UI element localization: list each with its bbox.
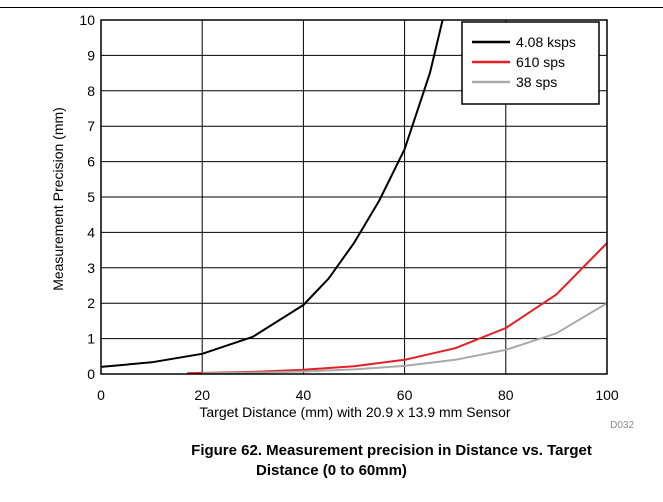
y-tick-label-5: 5: [87, 189, 95, 205]
x-tick-label-0: 0: [97, 387, 105, 403]
y-tick-label-0: 0: [87, 366, 95, 382]
y-tick-label-10: 10: [79, 12, 95, 28]
series-layer: [100, 19, 608, 375]
x-tick-label-5: 100: [595, 387, 619, 403]
series-line-2: [202, 302, 608, 375]
plot-frame: [100, 19, 608, 375]
y-tick-label-4: 4: [87, 224, 95, 240]
x-tick-labels: 0 20 40 60 80 100: [97, 387, 619, 403]
legend-label-0: 4.08 ksps: [516, 34, 576, 50]
chart: 0 20 40 60 80 100 0 1 2 3 4 5 6 7 8 9 10 Target Distanc…: [50, 12, 634, 431]
x-tick-label-3: 60: [397, 387, 413, 403]
y-tick-label-2: 2: [87, 295, 95, 311]
y-tick-label-3: 3: [87, 260, 95, 276]
series-line-0: [100, 19, 444, 368]
x-tick-label-4: 80: [498, 387, 514, 403]
figure-id: D032: [610, 420, 634, 431]
y-tick-labels: 0 1 2 3 4 5 6 7 8 9 10: [79, 12, 95, 382]
x-tick-label-1: 20: [194, 387, 210, 403]
y-tick-label-9: 9: [87, 47, 95, 63]
caption-line-1: Figure 62. Measurement precision in Dist…: [191, 442, 592, 459]
y-axis-label: Measurement Precision (mm): [50, 107, 66, 291]
y-tick-label-1: 1: [87, 331, 95, 347]
y-tick-label-8: 8: [87, 83, 95, 99]
series-line-1: [186, 242, 608, 375]
figure-caption: Figure 62. Measurement precision in Dist…: [0, 441, 663, 481]
x-axis-label: Target Distance (mm) with 20.9 x 13.9 mm…: [199, 404, 511, 420]
y-tick-label-6: 6: [87, 154, 95, 170]
top-rule: [0, 7, 663, 8]
x-tick-label-2: 40: [296, 387, 312, 403]
legend-label-2: 38 sps: [516, 74, 557, 90]
legend: 4.08 ksps 610 sps 38 sps: [461, 21, 600, 105]
caption-line-2: Distance (0 to 60mm): [256, 462, 407, 479]
legend-label-1: 610 sps: [516, 54, 565, 70]
y-tick-label-7: 7: [87, 118, 95, 134]
